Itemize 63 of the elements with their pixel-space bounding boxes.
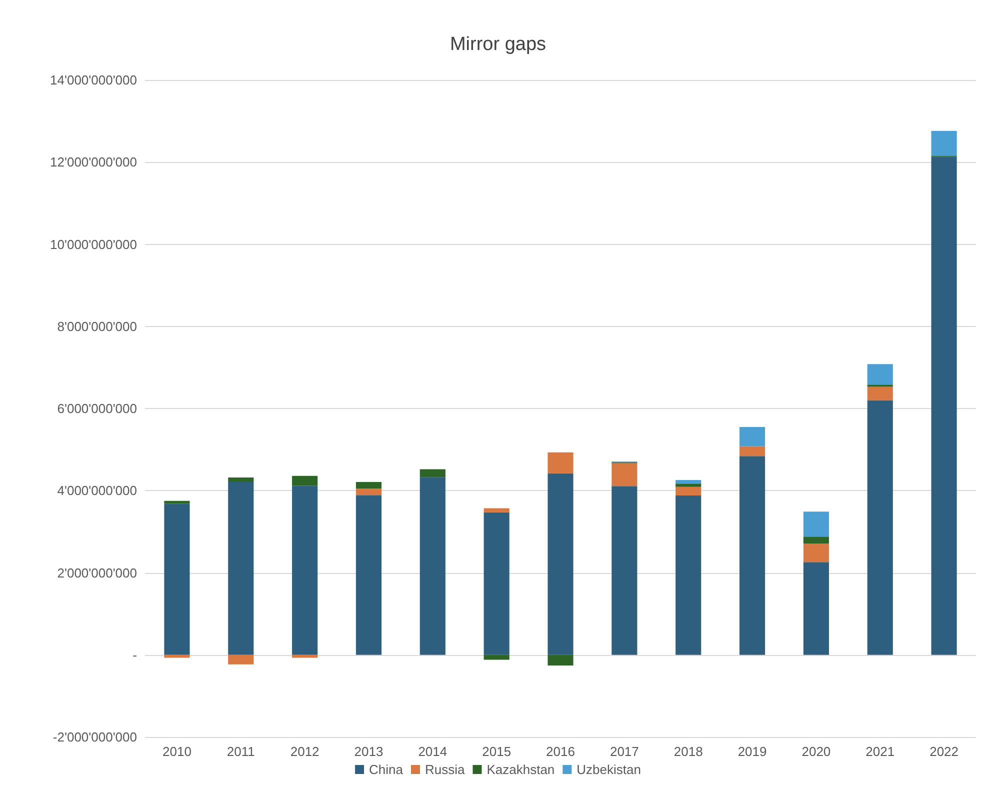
- x-tick-label: 2015: [482, 744, 512, 759]
- x-tick-label: 2016: [546, 744, 575, 759]
- legend-label: China: [369, 762, 404, 777]
- bar: [420, 477, 446, 655]
- x-tick-label: 2013: [354, 744, 384, 759]
- x-tick-label: 2020: [802, 744, 831, 759]
- bar: [292, 486, 318, 655]
- y-tick-label: -2'000'000'000: [52, 730, 137, 744]
- bar: [356, 488, 382, 496]
- bar: [484, 654, 510, 660]
- x-tick-label: 2010: [162, 744, 192, 759]
- bar: [803, 512, 829, 537]
- bar: [739, 426, 766, 446]
- x-tick-label: 2021: [866, 744, 895, 759]
- x-tick-label: 2014: [418, 744, 448, 759]
- bar: [228, 654, 254, 664]
- bar: [228, 482, 254, 655]
- bar: [292, 476, 318, 486]
- bar: [612, 486, 638, 655]
- legend-label: Uzbekistan: [576, 762, 641, 777]
- bar: [356, 495, 382, 655]
- bar: [484, 508, 510, 512]
- bar: [676, 484, 702, 487]
- bar: [676, 480, 702, 484]
- x-tick-label: 2022: [930, 744, 958, 759]
- bar: [739, 456, 766, 655]
- y-tick-label: 14'000'000'000: [50, 72, 137, 88]
- bar: [867, 386, 893, 400]
- bar: [739, 446, 766, 456]
- y-tick-label: 4'000'000'000: [57, 483, 137, 498]
- y-tick-label: 8'000'000'000: [57, 318, 137, 334]
- y-tick-label: -: [132, 647, 137, 662]
- bar: [676, 496, 702, 655]
- x-tick-label: 2011: [226, 744, 255, 759]
- bar: [803, 536, 829, 544]
- bar: [548, 473, 574, 655]
- bar: [484, 512, 510, 655]
- bar: [676, 486, 702, 496]
- bar: [931, 156, 957, 655]
- x-tick-label: 2012: [290, 744, 320, 759]
- bar: [164, 500, 190, 504]
- bar: [228, 477, 254, 482]
- chart-title: Mirror gaps: [450, 34, 546, 55]
- bar: [356, 482, 382, 489]
- x-tick-label: 2018: [674, 744, 703, 759]
- bar: [548, 654, 574, 666]
- bar: [867, 364, 893, 385]
- bar: [803, 544, 829, 562]
- bar: [931, 130, 957, 156]
- legend-label: Kazakhstan: [486, 762, 555, 777]
- bar: [420, 469, 446, 478]
- y-tick-label: 10'000'000'000: [50, 236, 137, 252]
- bar: [548, 452, 574, 474]
- x-tick-label: 2019: [738, 744, 767, 759]
- legend-label: Russia: [424, 762, 466, 777]
- y-tick-label: 12'000'000'000: [50, 154, 137, 170]
- bar: [164, 504, 190, 655]
- y-tick-label: 6'000'000'000: [57, 401, 137, 416]
- bar: [867, 400, 893, 655]
- bar: [612, 463, 638, 486]
- bar: [803, 562, 829, 655]
- x-tick-label: 2017: [610, 744, 639, 759]
- y-tick-label: 2'000'000'000: [57, 565, 137, 580]
